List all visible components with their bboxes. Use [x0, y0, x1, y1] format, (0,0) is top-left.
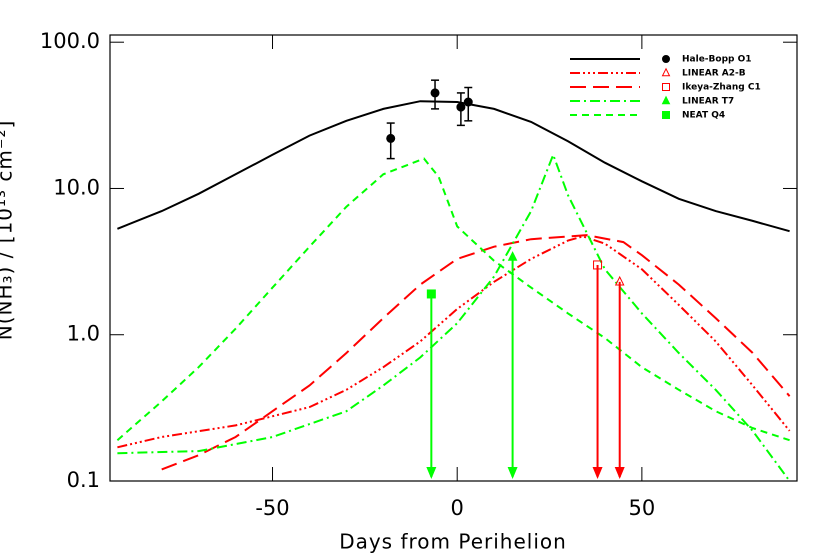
- series-line: [161, 234, 791, 471]
- marker: [507, 251, 518, 261]
- series-line: [117, 151, 791, 481]
- series-line: [117, 235, 791, 449]
- marker: [661, 95, 671, 105]
- legend-label: Ikeya-Zhang C1: [682, 83, 761, 93]
- marker: [662, 111, 670, 119]
- y-tick-label: 100.0: [40, 29, 100, 53]
- series-line: [116, 157, 790, 442]
- y-tick-label: 0.1: [67, 468, 100, 492]
- x-tick-label: -50: [255, 496, 289, 520]
- legend-label: LINEAR T7: [682, 97, 734, 107]
- marker: [661, 67, 671, 77]
- plot-frame: [109, 34, 798, 482]
- marker: [662, 55, 670, 63]
- marker: [614, 275, 625, 286]
- arrow-head: [507, 467, 518, 479]
- legend-label: Hale-Bopp O1: [682, 55, 752, 65]
- x-tick-label: 0: [451, 496, 464, 520]
- series-line: [117, 100, 790, 233]
- x-axis-label: Days from Perihelion: [339, 530, 567, 553]
- x-tick-label: 50: [629, 496, 656, 520]
- legend-label: LINEAR A2-B: [682, 69, 746, 79]
- y-axis-label: N(NH₃) / [10¹³ cm⁻²]: [0, 120, 17, 341]
- arrow-head: [426, 467, 437, 479]
- y-tick-label: 10.0: [53, 175, 100, 199]
- marker: [426, 289, 436, 299]
- legend-label: NEAT Q4: [682, 111, 725, 121]
- plot-area: [116, 100, 791, 481]
- marker: [593, 260, 603, 270]
- marker: [463, 97, 473, 107]
- marker: [386, 133, 396, 143]
- marker: [430, 88, 440, 98]
- marker: [456, 102, 466, 112]
- y-tick-label: 1.0: [67, 322, 100, 346]
- arrow-head: [592, 467, 603, 479]
- marker: [662, 83, 670, 91]
- arrow-head: [614, 467, 625, 479]
